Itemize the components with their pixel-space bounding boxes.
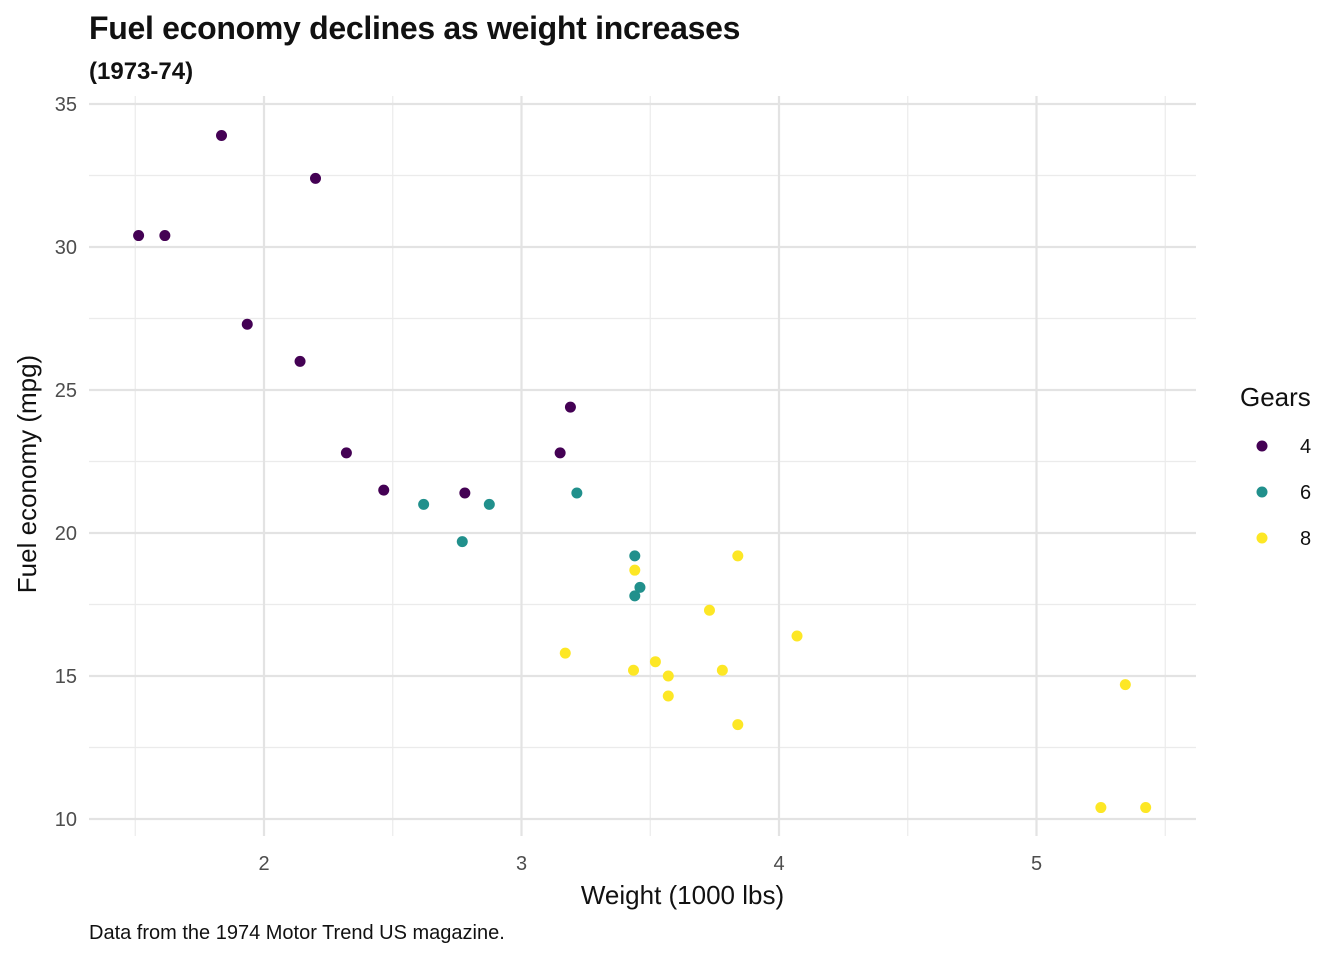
- data-points: [133, 129, 1152, 814]
- x-tick-label: 3: [516, 853, 527, 875]
- data-point: [732, 719, 744, 731]
- data-point: [629, 590, 641, 602]
- data-point: [716, 664, 728, 676]
- data-point: [378, 484, 390, 496]
- data-point: [1119, 679, 1131, 691]
- legend-title: Gears: [1240, 382, 1311, 412]
- data-point: [629, 550, 641, 562]
- legend-swatch: [1256, 440, 1268, 452]
- chart-title: Fuel economy declines as weight increase…: [89, 10, 741, 46]
- data-point: [1095, 802, 1107, 814]
- data-point: [294, 355, 306, 367]
- data-point: [732, 550, 744, 562]
- data-point: [159, 230, 171, 242]
- data-point: [483, 498, 495, 510]
- data-point: [459, 487, 471, 499]
- data-point: [1140, 802, 1152, 814]
- data-point: [564, 401, 576, 413]
- x-tick-label: 4: [773, 853, 784, 875]
- data-point: [418, 498, 430, 510]
- y-tick-label: 35: [55, 94, 77, 116]
- data-point: [628, 664, 640, 676]
- data-point: [571, 487, 583, 499]
- legend-label: 4: [1300, 436, 1311, 458]
- major-gridlines: [89, 96, 1196, 836]
- x-tick-label: 5: [1031, 853, 1042, 875]
- data-point: [703, 604, 715, 616]
- data-point: [554, 447, 566, 459]
- chart-subtitle: (1973-74): [89, 58, 194, 85]
- y-axis-title: Fuel economy (mpg): [12, 355, 42, 593]
- y-tick-label: 25: [55, 380, 77, 402]
- legend-label: 8: [1300, 528, 1311, 550]
- y-tick-label: 20: [55, 523, 77, 545]
- data-point: [662, 670, 674, 682]
- data-point: [310, 172, 321, 184]
- data-point: [456, 536, 468, 548]
- data-point: [559, 647, 571, 659]
- data-point: [634, 581, 646, 593]
- y-tick-label: 10: [55, 809, 77, 831]
- x-tick-label: 2: [258, 853, 269, 875]
- y-tick-label: 15: [55, 666, 77, 688]
- data-point: [649, 656, 661, 668]
- data-point: [340, 447, 352, 459]
- legend-swatch: [1256, 532, 1268, 544]
- y-axis-ticks: 10 15 20 25 30 35: [55, 94, 77, 831]
- data-point: [662, 690, 674, 702]
- data-point: [216, 129, 228, 141]
- chart-caption: Data from the 1974 Motor Trend US magazi…: [89, 922, 505, 944]
- minor-gridlines: [89, 96, 1196, 836]
- legend-label: 6: [1300, 482, 1311, 504]
- y-tick-label: 30: [55, 237, 77, 259]
- legend: Gears 4 6 8: [1240, 382, 1311, 550]
- data-point: [241, 318, 253, 330]
- data-point: [791, 630, 803, 642]
- x-axis-ticks: 2 3 4 5: [258, 853, 1042, 875]
- data-point: [133, 230, 145, 242]
- legend-swatch: [1256, 486, 1268, 498]
- data-point: [629, 564, 641, 576]
- x-axis-title: Weight (1000 lbs): [581, 880, 784, 910]
